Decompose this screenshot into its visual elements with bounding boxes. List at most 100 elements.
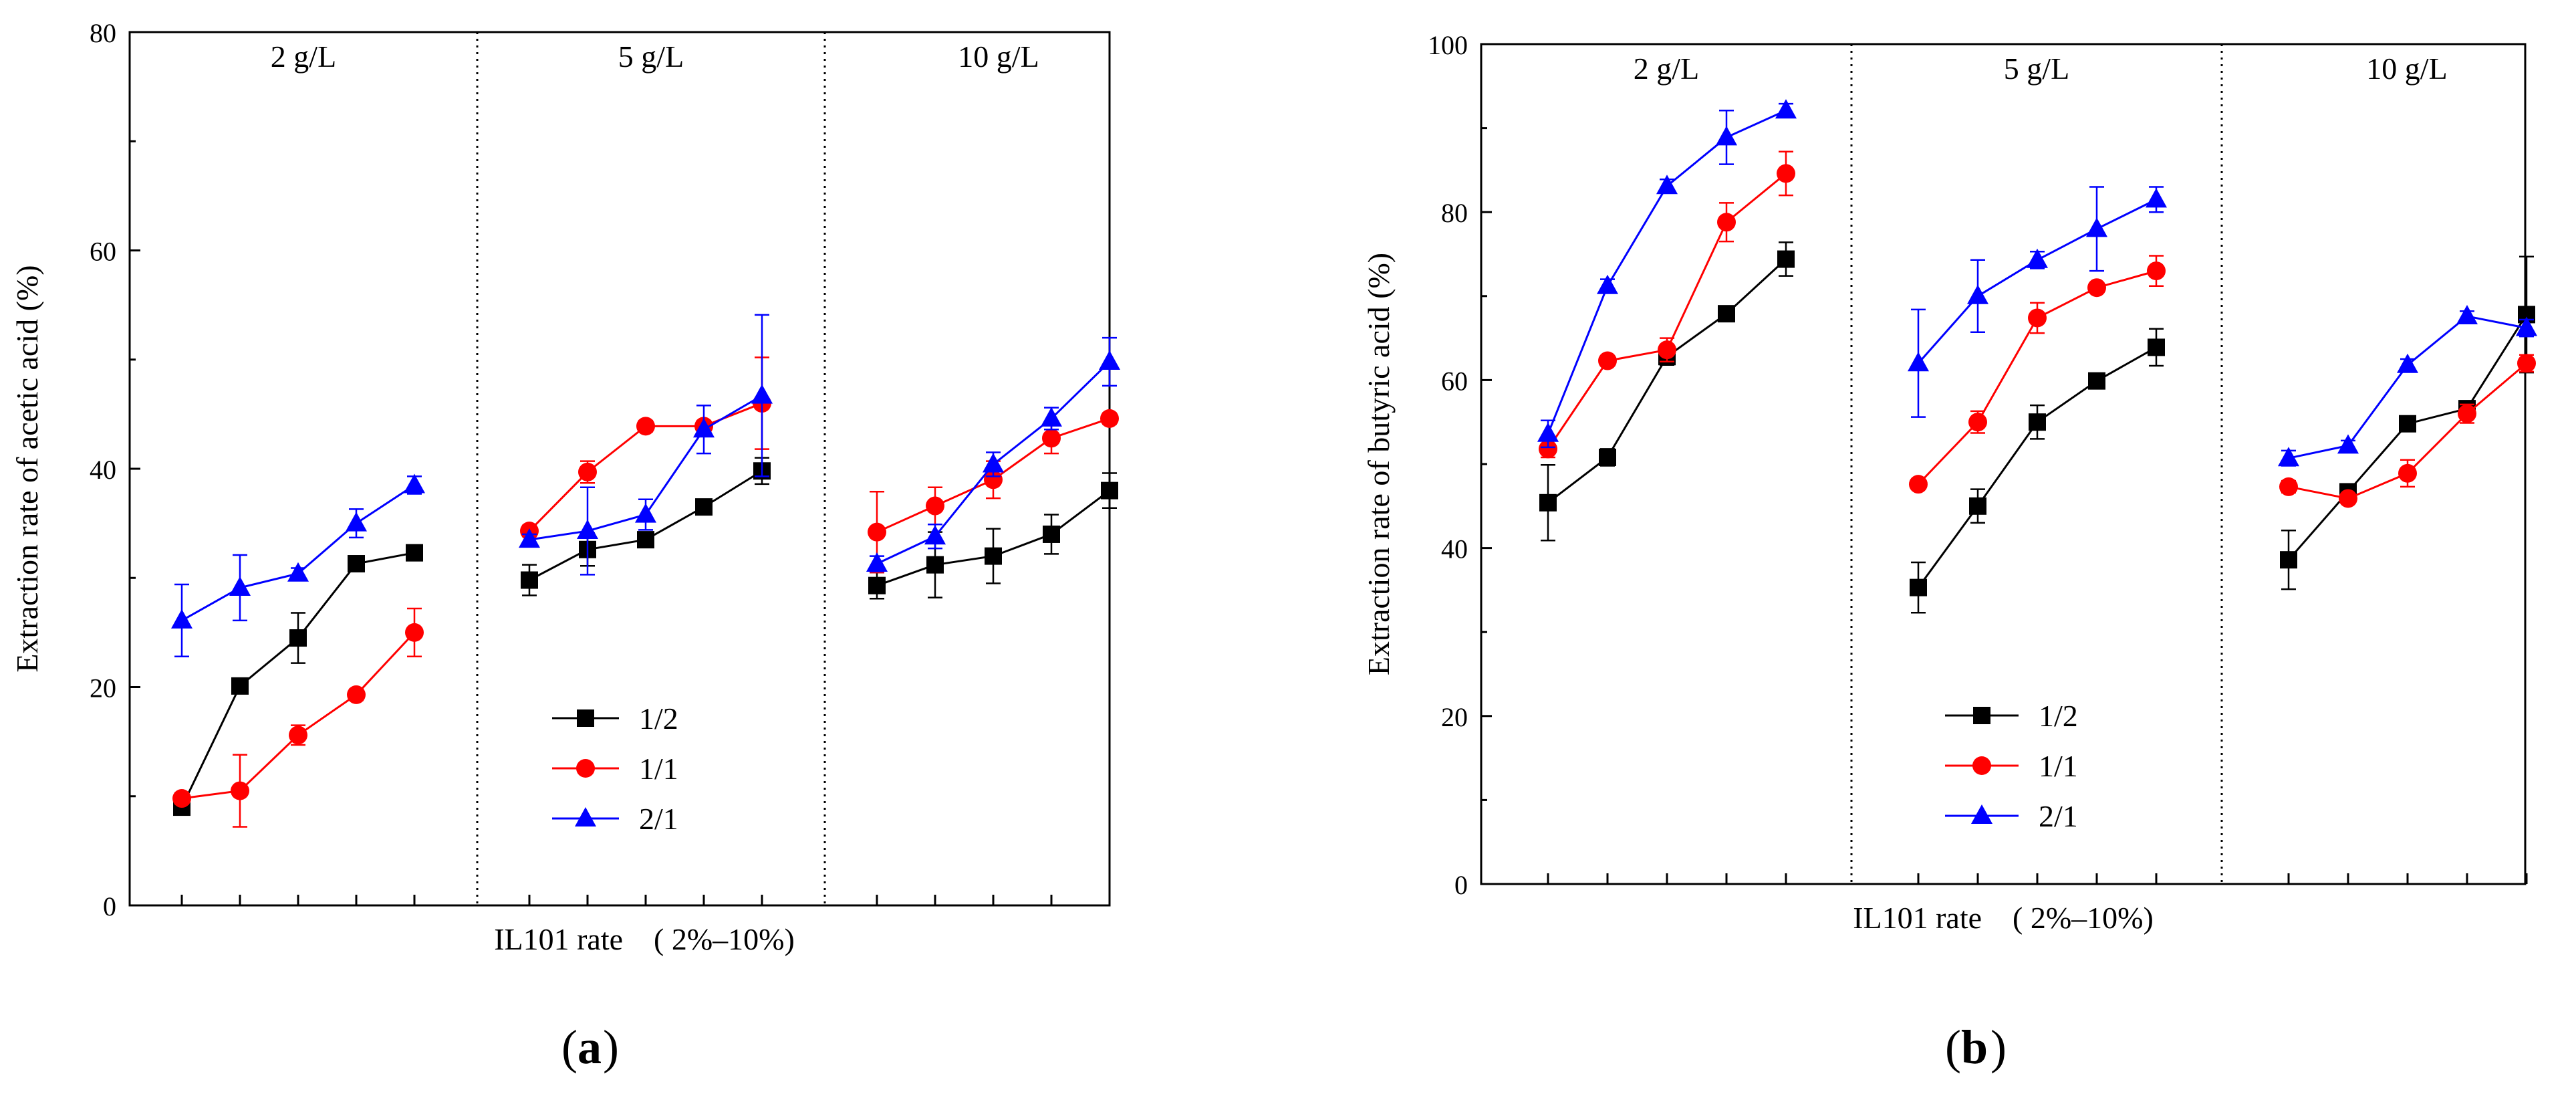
data-point bbox=[1777, 164, 1795, 183]
data-point bbox=[1539, 493, 1557, 512]
data-point bbox=[868, 522, 886, 542]
series-line bbox=[181, 484, 415, 622]
data-point bbox=[985, 547, 1002, 565]
y-axis-label: Extraction rate of butyric acid (%) bbox=[1362, 253, 1396, 675]
data-point bbox=[405, 623, 424, 642]
data-point bbox=[2029, 413, 2046, 431]
panel-label-b: ( b ) bbox=[1945, 1020, 2007, 1074]
data-point bbox=[1969, 497, 1986, 515]
y-axis-label: Extraction rate of acetic acid (%) bbox=[10, 265, 44, 672]
data-point bbox=[983, 453, 1004, 473]
data-point bbox=[2028, 308, 2047, 328]
data-point bbox=[347, 685, 366, 704]
data-point bbox=[346, 512, 367, 532]
x-axis-label: IL101 rate ( 2%–10%) bbox=[1853, 901, 2154, 935]
data-point bbox=[1599, 448, 1616, 466]
data-point bbox=[171, 609, 192, 629]
series-line bbox=[1547, 109, 1787, 435]
group-label: 5 g/L bbox=[618, 39, 684, 74]
svg-text:(: ( bbox=[1945, 1020, 1961, 1074]
data-point bbox=[1967, 284, 1988, 304]
data-point bbox=[1598, 351, 1617, 370]
data-point bbox=[2337, 434, 2359, 454]
data-point bbox=[637, 531, 654, 549]
y-tick-label: 100 bbox=[1428, 30, 1468, 60]
data-point bbox=[2086, 217, 2107, 237]
series-2-1 bbox=[171, 314, 1120, 658]
data-point bbox=[926, 496, 944, 516]
y-tick-label: 0 bbox=[103, 891, 116, 921]
data-point bbox=[231, 677, 249, 695]
data-point bbox=[1597, 274, 1618, 294]
data-point bbox=[1539, 439, 1557, 459]
data-point bbox=[2399, 415, 2416, 433]
data-point bbox=[2087, 278, 2106, 298]
group-label: 10 g/L bbox=[958, 39, 1039, 74]
legend-marker bbox=[576, 759, 595, 778]
legend-item: 1/2 bbox=[1945, 699, 2078, 733]
data-point bbox=[2147, 261, 2166, 281]
legend-marker bbox=[1971, 804, 1992, 824]
legend-item: 1/1 bbox=[552, 752, 678, 786]
legend-label: 1/1 bbox=[2039, 749, 2078, 783]
data-point bbox=[868, 576, 886, 594]
data-point bbox=[2339, 489, 2357, 508]
y-tick-label: 40 bbox=[90, 455, 116, 485]
data-point bbox=[2088, 372, 2105, 390]
data-point bbox=[1537, 422, 1559, 442]
data-point bbox=[2279, 477, 2298, 496]
series-line bbox=[1547, 173, 1787, 450]
data-point bbox=[1041, 407, 1062, 427]
data-point bbox=[1718, 305, 1735, 323]
data-point bbox=[635, 503, 656, 523]
data-point bbox=[1101, 481, 1118, 500]
data-point bbox=[693, 418, 715, 438]
data-point bbox=[404, 473, 425, 493]
legend-label: 2/1 bbox=[639, 802, 678, 836]
y-tick-label: 20 bbox=[90, 673, 116, 703]
data-point bbox=[984, 470, 1003, 489]
legend-marker bbox=[575, 807, 596, 826]
group-label: 2 g/L bbox=[1634, 51, 1699, 86]
data-point bbox=[348, 555, 365, 573]
series-line bbox=[1547, 258, 1787, 504]
panel-label-letter: a bbox=[577, 1020, 602, 1074]
data-point bbox=[926, 556, 944, 574]
data-point bbox=[1100, 409, 1119, 428]
data-point bbox=[406, 544, 423, 562]
data-point bbox=[1908, 352, 1929, 372]
data-point bbox=[1910, 578, 1927, 596]
legend: 1/2 1/1 2/1 bbox=[1945, 699, 2078, 833]
data-point bbox=[2148, 338, 2165, 356]
group-label: 2 g/L bbox=[271, 39, 336, 74]
data-point bbox=[289, 629, 307, 647]
data-point bbox=[1658, 340, 1676, 360]
panel-label-a: ( a ) bbox=[561, 1020, 619, 1074]
group-label: 5 g/L bbox=[2004, 51, 2069, 86]
legend-marker bbox=[577, 709, 594, 727]
group-label: 10 g/L bbox=[2366, 51, 2447, 86]
legend-marker bbox=[1973, 707, 1990, 724]
data-point bbox=[1909, 475, 1928, 494]
series-line bbox=[180, 552, 415, 808]
legend: 1/2 1/1 2/1 bbox=[552, 701, 678, 836]
y-tick-label: 80 bbox=[90, 18, 116, 48]
data-point bbox=[1717, 213, 1736, 232]
data-point bbox=[695, 498, 713, 516]
data-point bbox=[866, 552, 888, 572]
data-point bbox=[751, 384, 773, 404]
x-axis-label: IL101 rate ( 2%–10%) bbox=[494, 922, 795, 956]
y-tick-label: 0 bbox=[1454, 870, 1468, 900]
data-point bbox=[1043, 525, 1060, 543]
svg-text:): ) bbox=[1990, 1020, 2007, 1074]
series-line bbox=[2288, 315, 2527, 459]
data-point bbox=[229, 576, 251, 596]
data-point bbox=[2398, 463, 2417, 483]
series-1-1 bbox=[1539, 150, 2536, 508]
data-point bbox=[636, 417, 655, 436]
legend-label: 1/2 bbox=[639, 701, 678, 736]
plot-frame bbox=[1480, 43, 2527, 885]
data-point bbox=[578, 462, 597, 481]
legend-label: 1/1 bbox=[639, 752, 678, 786]
